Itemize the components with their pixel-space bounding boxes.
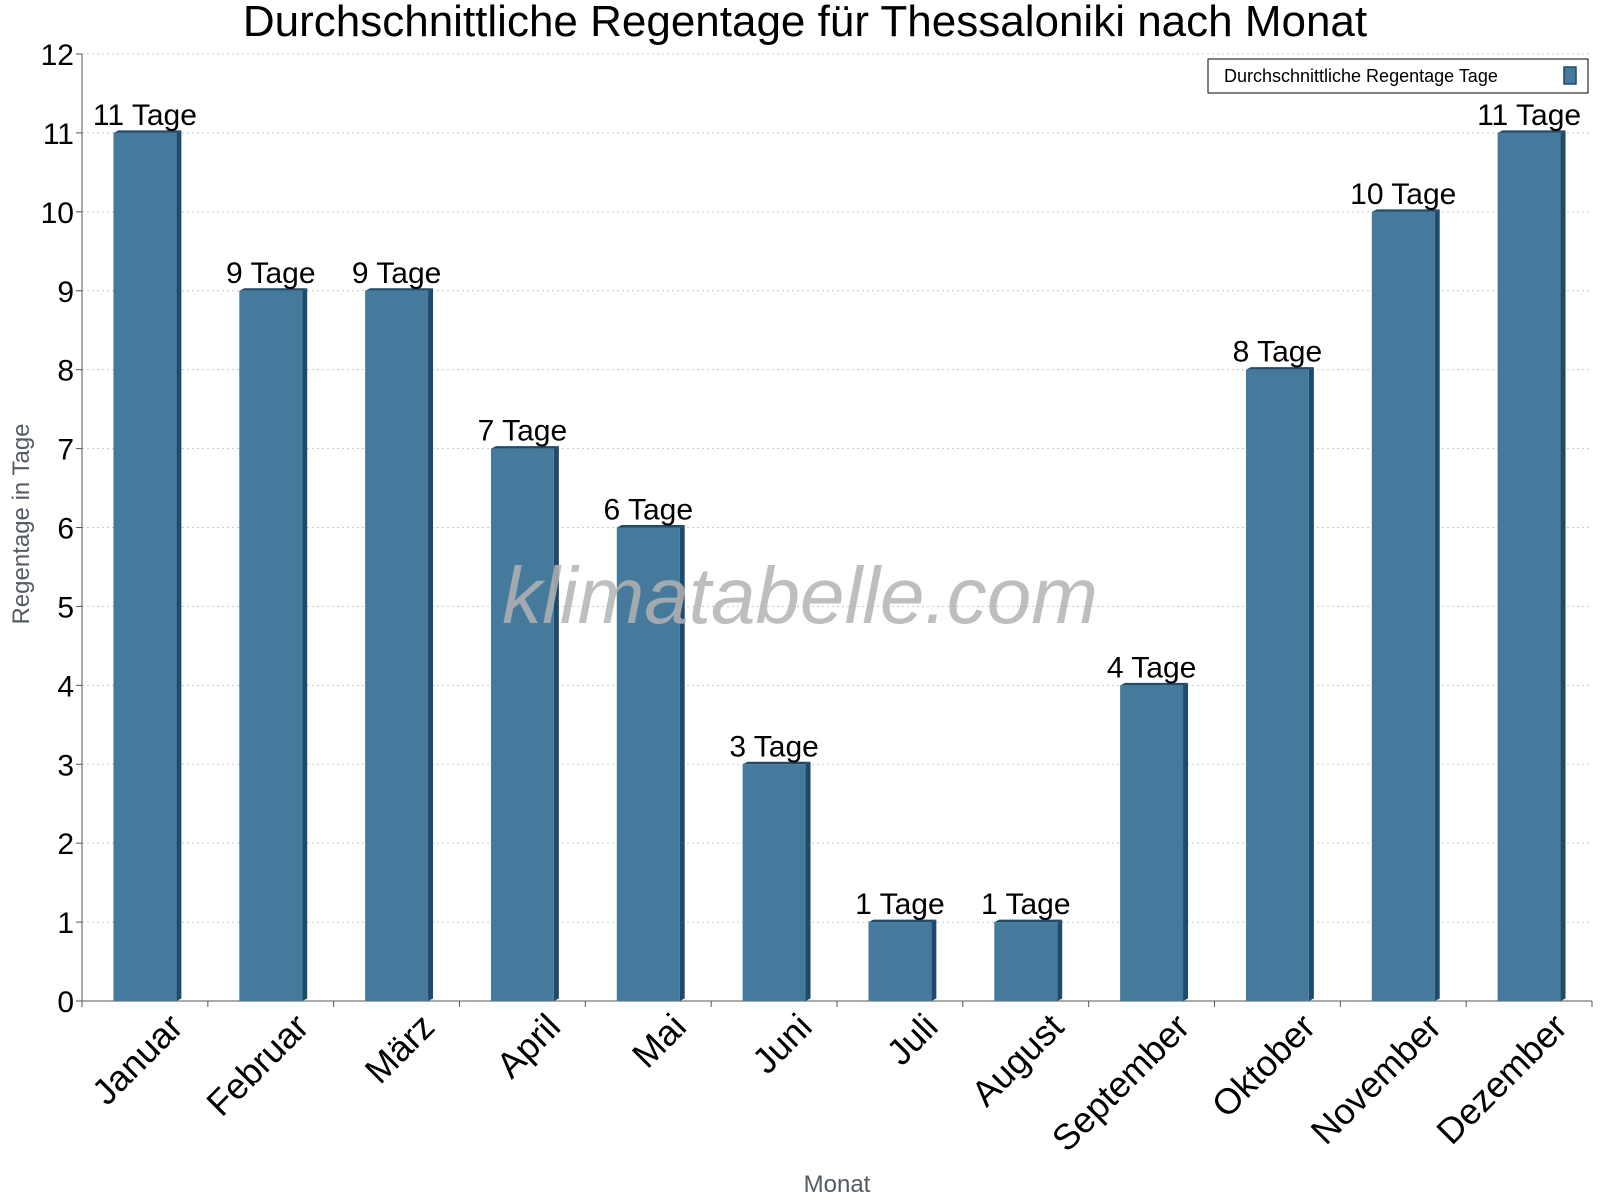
bars xyxy=(113,130,1566,1002)
bar-side xyxy=(302,288,308,1001)
bar-9 xyxy=(1120,682,1189,1001)
bar-4 xyxy=(490,446,559,1001)
bar-top xyxy=(994,919,1063,923)
data-label: 11 Tage xyxy=(93,99,197,132)
bar-10 xyxy=(1245,367,1314,1002)
bar-side xyxy=(805,761,811,1001)
bar-top xyxy=(1245,367,1314,370)
bar-side xyxy=(176,130,182,1001)
bar-top xyxy=(239,288,308,291)
data-label: 9 Tage xyxy=(352,257,442,290)
bar-side xyxy=(1308,367,1314,1002)
legend-box xyxy=(1207,58,1589,94)
bar-5 xyxy=(616,525,685,1001)
data-label: 8 Tage xyxy=(1233,336,1323,369)
y-tick-label: 5 xyxy=(57,591,74,624)
bar-front xyxy=(616,527,680,1001)
bar-side xyxy=(1057,919,1063,1001)
data-label: 6 Tage xyxy=(603,494,693,527)
x-tick-label: Dezember xyxy=(1428,1006,1574,1152)
bar-top xyxy=(1120,682,1189,686)
x-tick-label: Oktober xyxy=(1204,1006,1324,1126)
grid-lines xyxy=(82,53,1592,923)
y-tick-label: 4 xyxy=(57,670,74,703)
x-tick-label: Juni xyxy=(744,1006,820,1082)
x-tick-label: Mai xyxy=(624,1006,694,1076)
bar-1 xyxy=(113,130,182,1001)
bar-front xyxy=(113,132,177,1001)
watermark: klimatabelle.com xyxy=(502,551,1098,640)
bar-top xyxy=(742,761,811,765)
x-tick-label: Februar xyxy=(198,1006,316,1124)
y-tick-label: 11 xyxy=(43,118,74,151)
axes xyxy=(76,53,1593,1007)
x-tick-label: April xyxy=(488,1006,568,1086)
bar-side xyxy=(931,919,937,1001)
data-label: 1 Tage xyxy=(855,888,945,921)
bar-front xyxy=(365,290,429,1001)
y-tick-label: 10 xyxy=(41,197,74,230)
data-label: 4 Tage xyxy=(1107,651,1197,684)
bar-top xyxy=(868,919,937,923)
bar-front xyxy=(1371,211,1435,1002)
legend: Durchschnittliche Regentage Tage xyxy=(1207,58,1589,94)
y-tick-label: 1 xyxy=(57,907,74,940)
bar-top xyxy=(490,446,559,449)
data-label: 3 Tage xyxy=(729,730,819,763)
bar-top xyxy=(616,525,685,528)
chart-title: Durchschnittliche Regentage für Thessalo… xyxy=(243,0,1367,46)
bar-7 xyxy=(868,919,937,1001)
bar-6 xyxy=(742,761,811,1001)
x-tick-label: August xyxy=(963,1006,1071,1114)
x-tick-label: März xyxy=(357,1006,443,1092)
x-tick-label: Juli xyxy=(878,1006,945,1073)
x-axis-title: Monat xyxy=(804,1171,871,1198)
y-tick-label: 6 xyxy=(57,513,74,546)
bar-front xyxy=(490,448,554,1001)
y-tick-label: 0 xyxy=(57,986,74,1019)
bar-front xyxy=(994,922,1058,1001)
data-label: 10 Tage xyxy=(1350,178,1456,211)
y-tick-label: 2 xyxy=(57,828,74,861)
bar-front xyxy=(1120,685,1184,1001)
bar-top xyxy=(1497,130,1566,133)
legend-swatch xyxy=(1563,66,1577,85)
bar-top xyxy=(365,288,434,291)
bar-front xyxy=(868,922,932,1001)
y-tick-label: 3 xyxy=(57,749,74,782)
bar-11 xyxy=(1371,209,1440,1002)
y-axis-title: Regentage in Tage xyxy=(8,423,35,624)
bar-side xyxy=(553,446,559,1001)
x-tick-label: November xyxy=(1302,1006,1448,1152)
x-tick-label: September xyxy=(1044,1006,1198,1160)
data-label: 1 Tage xyxy=(981,888,1071,921)
bar-8 xyxy=(994,919,1063,1001)
bar-front xyxy=(742,764,806,1001)
data-label: 9 Tage xyxy=(226,257,316,290)
data-labels: 11 Tage 9 Tage 9 Tage 7 Tage 6 Tage 3 Tage 1 T… xyxy=(93,99,1581,921)
data-label: 11 Tage xyxy=(1477,99,1581,132)
bar-top xyxy=(1371,209,1440,212)
bar-12 xyxy=(1497,130,1566,1001)
y-tick-label: 8 xyxy=(57,355,74,388)
y-tick-label: 7 xyxy=(57,434,74,467)
bar-front xyxy=(1497,132,1561,1001)
x-tick-label: Januar xyxy=(84,1006,191,1113)
bar-side xyxy=(1434,209,1440,1002)
data-label: 7 Tage xyxy=(478,415,568,448)
bar-2 xyxy=(239,288,308,1001)
bar-side xyxy=(679,525,685,1001)
bar-front xyxy=(1245,369,1309,1002)
bar-front xyxy=(239,290,303,1001)
bar-side xyxy=(1560,130,1566,1001)
bar-top xyxy=(113,130,182,133)
bar-side xyxy=(1183,682,1189,1001)
y-tick-label: 9 xyxy=(57,276,74,309)
bar-3 xyxy=(365,288,434,1001)
bar-side xyxy=(428,288,434,1001)
legend-label: Durchschnittliche Regentage Tage xyxy=(1224,66,1498,86)
y-tick-label: 12 xyxy=(41,39,74,72)
